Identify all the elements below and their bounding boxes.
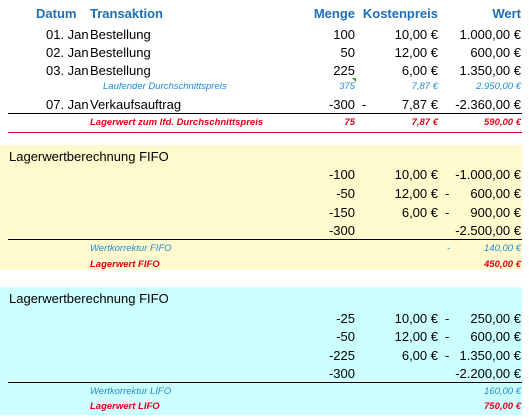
cell-wert: 1.000,00 € — [459, 27, 521, 42]
lifo-row: -25 10,00 € - 250,00 € — [0, 310, 529, 327]
fifo-correction-row: Wertkorrektur FIFO - 140,00 € — [0, 240, 529, 257]
divider — [8, 239, 522, 240]
cell-menge: -300 — [328, 223, 355, 238]
fifo-total-row: -300 -2.500,00 € — [0, 222, 529, 239]
cell-preis: 12,00 € — [394, 329, 438, 344]
cell-transaktion: Verkaufsauftrag — [90, 97, 182, 112]
cell-separator: - — [445, 205, 450, 220]
cell-separator: - — [445, 348, 450, 363]
cell-datum: 02. Jan — [46, 45, 89, 60]
lifo-total-row: -300 -2.200,00 € — [0, 365, 529, 382]
cell-menge: -50 — [336, 186, 355, 201]
lifo-stock-value-label: Lagerwert LIFO — [90, 401, 160, 412]
lifo-stock-value-wert: 750,00 € — [484, 401, 521, 412]
cell-preis: 6,00 € — [401, 205, 438, 220]
divider — [8, 113, 522, 114]
cell-wert: 1.350,00 € — [459, 63, 521, 78]
table-row: 01. Jan Bestellung 100 10,00 € 1.000,00 … — [0, 26, 529, 43]
cell-menge: -225 — [328, 348, 355, 363]
sale-row: 07. Jan Verkaufsauftrag -300 - 7,87 € -2… — [0, 96, 529, 113]
cell-datum: 03. Jan — [46, 63, 89, 78]
average-stock-value-preis: 7,87 € — [411, 117, 438, 128]
fifo-row: -100 10,00 € -1.000,00 € — [0, 166, 529, 183]
header-transaktion: Transaktion — [90, 6, 163, 21]
fifo-row: -50 12,00 € - 600,00 € — [0, 185, 529, 202]
cell-separator: - — [445, 186, 450, 201]
running-average-row: Laufender Durchschnittspreis 375 7,87 € … — [0, 78, 529, 95]
cell-preis: 10,00 € — [394, 311, 438, 326]
fifo-stock-value-wert: 450,00 € — [484, 259, 521, 270]
lifo-row: -225 6,00 € - 1.350,00 € — [0, 347, 529, 364]
table-row: 03. Jan Bestellung 225 6,00 € 1.350,00 € — [0, 62, 529, 79]
divider — [8, 382, 522, 383]
cell-wert: -2.200,00 € — [455, 366, 521, 381]
header-wert: Wert — [492, 6, 521, 21]
header-row: Datum Transaktion Menge Kostenpreis Wert — [0, 5, 529, 22]
cell-menge: 50 — [340, 45, 355, 60]
cell-menge: 100 — [333, 27, 355, 42]
lifo-section — [0, 287, 522, 415]
running-average-label: Laufender Durchschnittspreis — [103, 81, 227, 92]
cell-datum: 07. Jan — [46, 97, 89, 112]
header-kostenpreis: Kostenpreis — [362, 6, 438, 21]
cell-transaktion: Bestellung — [90, 45, 151, 60]
running-average-preis: 7,87 € — [411, 81, 438, 92]
cell-wert: -1.000,00 € — [455, 167, 521, 182]
fifo-row: -150 6,00 € - 900,00 € — [0, 204, 529, 221]
comment-indicator-icon — [352, 78, 356, 82]
cell-menge: -25 — [336, 311, 355, 326]
cell-preis: 12,00 € — [394, 45, 438, 60]
fifo-correction-wert: 140,00 € — [484, 243, 521, 254]
cell-transaktion: Bestellung — [90, 63, 151, 78]
cell-wert: 250,00 € — [470, 311, 521, 326]
red-divider — [8, 132, 522, 133]
average-stock-value-row: Lagerwert zum lfd. Durchschnittspreis 75… — [0, 114, 529, 131]
cell-wert: 900,00 € — [470, 205, 521, 220]
cell-separator: - — [445, 311, 450, 326]
cell-menge: -300 — [328, 97, 355, 112]
cell-preis: 6,00 € — [401, 63, 438, 78]
cell-transaktion: Bestellung — [90, 27, 151, 42]
table-row: 02. Jan Bestellung 50 12,00 € 600,00 € — [0, 44, 529, 61]
cell-wert: -2.360,00 € — [455, 97, 521, 112]
cell-separator: - — [445, 329, 450, 344]
cell-preis: 10,00 € — [394, 27, 438, 42]
average-stock-value-menge: 75 — [344, 117, 355, 128]
lifo-row: -50 12,00 € - 600,00 € — [0, 328, 529, 345]
lifo-correction-row: Wertkorrektur LIFO 160,00 € — [0, 383, 529, 400]
cell-wert: 600,00 € — [470, 45, 521, 60]
cell-wert: 600,00 € — [470, 329, 521, 344]
cell-menge: -300 — [328, 366, 355, 381]
cell-menge: -100 — [328, 167, 355, 182]
fifo-stock-value-label: Lagerwert FIFO — [90, 259, 160, 270]
cell-menge: -150 — [328, 205, 355, 220]
cell-preis: 6,00 € — [401, 348, 438, 363]
lifo-correction-label: Wertkorrektur LIFO — [90, 386, 172, 397]
cell-wert: 600,00 € — [470, 186, 521, 201]
cell-separator: - — [447, 243, 451, 254]
average-stock-value-wert: 590,00 € — [484, 117, 521, 128]
cell-preis: 12,00 € — [394, 186, 438, 201]
cell-wert: 1.350,00 € — [459, 348, 521, 363]
lifo-section-title: Lagerwertberechnung FIFO — [9, 291, 169, 306]
cell-wert: -2.500,00 € — [455, 223, 521, 238]
fifo-section-title: Lagerwertberechnung FIFO — [9, 149, 169, 164]
cell-preis: 7,87 € — [401, 97, 438, 112]
cell-separator: - — [362, 97, 367, 112]
cell-datum: 01. Jan — [46, 27, 89, 42]
running-average-wert: 2.950,00 € — [476, 81, 521, 92]
fifo-section — [0, 145, 522, 270]
lifo-correction-wert: 160,00 € — [484, 386, 521, 397]
cell-preis: 10,00 € — [394, 167, 438, 182]
lifo-stock-value-row: Lagerwert LIFO 750,00 € — [0, 398, 529, 415]
fifo-stock-value-row: Lagerwert FIFO 450,00 € — [0, 256, 529, 273]
cell-menge: -50 — [336, 329, 355, 344]
running-average-menge: 375 — [339, 81, 355, 92]
cell-menge: 225 — [333, 63, 355, 78]
average-stock-value-label: Lagerwert zum lfd. Durchschnittspreis — [90, 117, 264, 128]
fifo-correction-label: Wertkorrektur FIFO — [90, 243, 172, 254]
header-datum: Datum — [36, 6, 77, 21]
header-menge: Menge — [313, 6, 355, 21]
